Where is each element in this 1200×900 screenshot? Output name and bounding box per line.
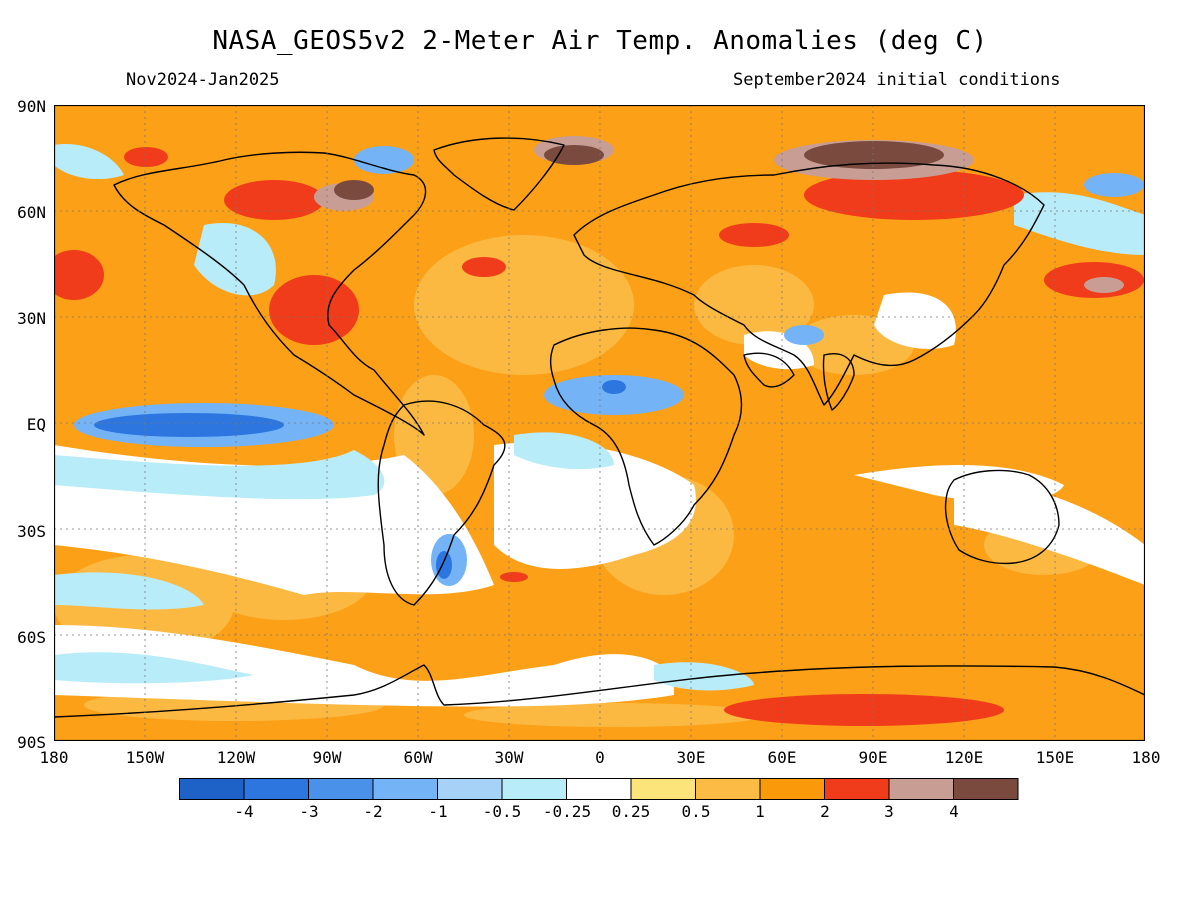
warm-anomalies-extreme bbox=[334, 141, 944, 200]
colorbar-swatch bbox=[630, 778, 696, 800]
chart-title: NASA_GEOS5v2 2-Meter Air Temp. Anomalies… bbox=[212, 26, 988, 56]
colorbar-swatch bbox=[888, 778, 954, 800]
cool-anomalies-light bbox=[54, 144, 1145, 691]
lon-label: 180 bbox=[1131, 748, 1161, 767]
lon-label: 120E bbox=[944, 748, 984, 767]
colorbar-label: 4 bbox=[949, 802, 959, 821]
colorbar-label: -4 bbox=[234, 802, 254, 821]
warm-anomalies-red bbox=[54, 147, 1144, 726]
lon-label: 60W bbox=[403, 748, 433, 767]
lon-label: 180 bbox=[39, 748, 69, 767]
initial-conditions: September2024 initial conditions bbox=[733, 70, 1061, 90]
colorbar-swatch bbox=[566, 778, 632, 800]
lon-label: 30W bbox=[494, 748, 524, 767]
colorbar-swatch bbox=[179, 778, 245, 800]
map-frame bbox=[54, 105, 1145, 741]
colorbar-swatch bbox=[824, 778, 890, 800]
anomaly-map bbox=[54, 105, 1145, 741]
colorbar-label: 2 bbox=[820, 802, 830, 821]
lat-label: 30S bbox=[17, 522, 46, 541]
lat-label: EQ bbox=[26, 415, 46, 434]
lon-label: 120W bbox=[216, 748, 256, 767]
colorbar-label: 0.25 bbox=[611, 802, 651, 821]
lat-label: 60S bbox=[17, 628, 46, 647]
colorbar-swatch bbox=[953, 778, 1019, 800]
colorbar-label: 3 bbox=[884, 802, 894, 821]
lon-label: 150E bbox=[1035, 748, 1075, 767]
gridlines bbox=[54, 105, 1145, 741]
colorbar bbox=[179, 778, 1019, 800]
lon-label: 30E bbox=[676, 748, 706, 767]
cool-anomalies-strong bbox=[94, 380, 626, 579]
lon-label: 60E bbox=[767, 748, 797, 767]
colorbar-label: -0.25 bbox=[542, 802, 592, 821]
lon-label: 0 bbox=[595, 748, 605, 767]
colorbar-label: -0.5 bbox=[482, 802, 522, 821]
lon-label: 90E bbox=[858, 748, 888, 767]
colorbar-swatch bbox=[759, 778, 825, 800]
colorbar-swatch bbox=[437, 778, 503, 800]
forecast-period: Nov2024-Jan2025 bbox=[126, 70, 280, 90]
colorbar-label: -3 bbox=[299, 802, 319, 821]
colorbar-swatch bbox=[243, 778, 309, 800]
colorbar-label: 0.5 bbox=[681, 802, 711, 821]
lat-label: 60N bbox=[17, 203, 46, 222]
colorbar-swatch bbox=[308, 778, 374, 800]
colorbar-swatch bbox=[501, 778, 567, 800]
colorbar-swatch bbox=[695, 778, 761, 800]
colorbar-swatch bbox=[372, 778, 438, 800]
lon-label: 90W bbox=[312, 748, 342, 767]
lat-label: 30N bbox=[17, 309, 46, 328]
lon-label: 150W bbox=[125, 748, 165, 767]
colorbar-label: -1 bbox=[428, 802, 448, 821]
colorbar-label: 1 bbox=[755, 802, 765, 821]
lat-label: 90S bbox=[17, 733, 46, 752]
lat-label: 90N bbox=[17, 97, 46, 116]
coastlines bbox=[54, 137, 1145, 718]
colorbar-label: -2 bbox=[363, 802, 383, 821]
